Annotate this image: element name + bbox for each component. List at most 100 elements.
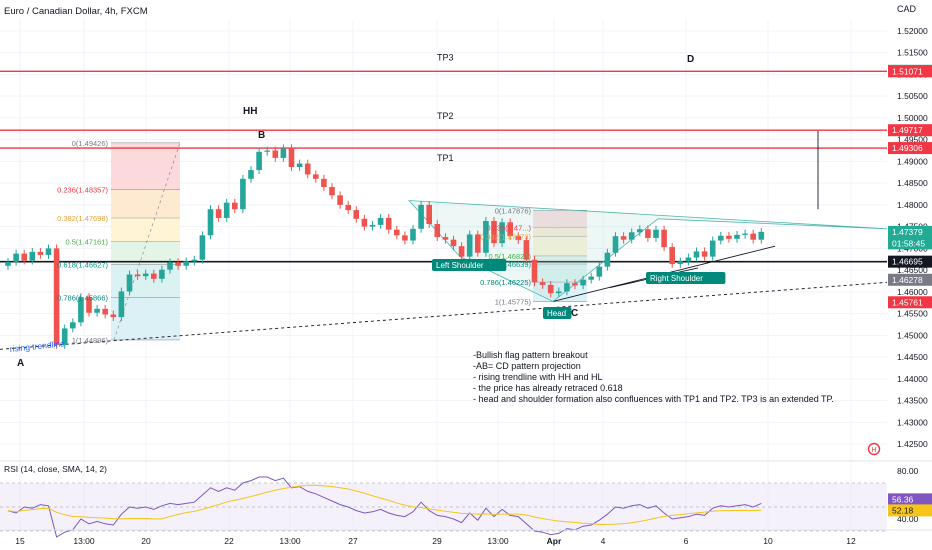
price-badge-bg[interactable] [888,273,932,286]
candle-body[interactable] [539,282,546,285]
candle-body[interactable] [296,163,303,168]
candle-body[interactable] [5,261,11,266]
candle-body[interactable] [523,240,530,260]
candle-body[interactable] [102,308,108,315]
candle-body[interactable] [45,248,52,255]
candle-body[interactable] [394,229,400,236]
candle-body[interactable] [151,273,157,279]
candle-body[interactable] [572,283,578,286]
candle-body[interactable] [402,235,408,241]
candle-body[interactable] [199,235,206,260]
candle-body[interactable] [223,202,230,218]
rsi-sma-line[interactable] [7,484,762,525]
candle-body[interactable] [215,209,222,218]
candle-body[interactable] [693,251,700,258]
candle-body[interactable] [418,204,424,229]
candle-body[interactable] [207,209,214,236]
candle-body[interactable] [13,253,19,262]
candle-body[interactable] [637,229,643,233]
candle-body[interactable] [21,253,27,261]
candle-body[interactable] [726,235,732,239]
candle-body[interactable] [596,266,603,277]
candle-body[interactable] [547,284,554,294]
candle-body[interactable] [426,204,432,225]
candle-body[interactable] [653,229,659,238]
candle-body[interactable] [661,229,667,248]
candle-body[interactable] [742,233,748,235]
candle-body[interactable] [499,222,505,244]
candle-body[interactable] [61,328,68,345]
candle-body[interactable] [256,151,262,171]
candle-body[interactable] [483,220,489,253]
candle-body[interactable] [86,297,92,313]
candle-body[interactable] [628,232,635,240]
candle-body[interactable] [175,262,181,266]
candle-body[interactable] [718,235,724,241]
candle-body[interactable] [434,224,441,238]
candle-body[interactable] [377,217,384,225]
candle-body[interactable] [369,224,376,227]
candle-body[interactable] [645,229,651,238]
candlesticks[interactable] [5,144,765,349]
candle-body[interactable] [475,234,481,253]
candle-body[interactable] [232,202,238,210]
candle-body[interactable] [734,234,740,239]
candle-body[interactable] [110,314,117,318]
time-axis[interactable]: 15 13:00 20 22 13:00 27 29 13:00 Apr 4 6 10 12 [0,529,932,546]
candle-body[interactable] [142,273,149,277]
candle-body[interactable] [167,262,173,270]
candle-body[interactable] [612,236,619,253]
candle-body[interactable] [313,174,319,179]
candle-body[interactable] [450,239,457,247]
candle-body[interactable] [264,150,270,152]
candle-body[interactable] [248,170,254,179]
candle-body[interactable] [183,261,189,266]
candle-body[interactable] [677,261,684,265]
candle-body[interactable] [709,240,716,257]
price-badge-bg[interactable] [888,124,932,137]
candle-body[interactable] [70,322,76,329]
candle-body[interactable] [458,246,465,257]
candle-body[interactable] [556,291,562,294]
candle-body[interactable] [345,204,351,211]
candle-body[interactable] [564,283,570,292]
price-badge-bg[interactable] [888,65,932,78]
candle-body[interactable] [126,274,133,292]
candle-body[interactable] [361,218,368,227]
candle-body[interactable] [240,178,246,210]
candle-body[interactable] [191,259,198,262]
rsi-value-bg[interactable] [888,493,932,506]
candle-body[interactable] [669,247,675,265]
price-badge-bg[interactable] [888,225,932,238]
candle-body[interactable] [620,236,627,240]
candle-body[interactable] [53,248,60,345]
rsi-line[interactable] [7,476,762,538]
candle-body[interactable] [685,257,692,262]
candle-body[interactable] [118,291,125,318]
price-badge-bg[interactable] [888,142,932,155]
candle-body[interactable] [78,297,84,323]
candle-body[interactable] [29,251,36,261]
candle-body[interactable] [159,269,165,279]
candle-body[interactable] [701,251,708,257]
candle-body[interactable] [507,222,513,237]
candle-body[interactable] [466,234,473,257]
candle-body[interactable] [37,251,44,255]
candle-body[interactable] [272,150,279,158]
candle-body[interactable] [580,279,586,286]
candle-body[interactable] [337,195,343,205]
candle-body[interactable] [280,148,287,158]
price-badge-bg[interactable] [888,296,932,309]
candle-body[interactable] [515,236,522,241]
candle-body[interactable] [758,231,765,240]
price-axis[interactable]: 1.520001.515001.510001.505001.500001.495… [888,26,932,449]
candle-body[interactable] [604,252,611,267]
candle-body[interactable] [94,308,100,313]
candle-body[interactable] [288,148,295,168]
candle-body[interactable] [321,178,327,188]
candle-body[interactable] [353,210,360,219]
alert-icon[interactable]: H [867,442,881,456]
candle-body[interactable] [134,274,141,277]
